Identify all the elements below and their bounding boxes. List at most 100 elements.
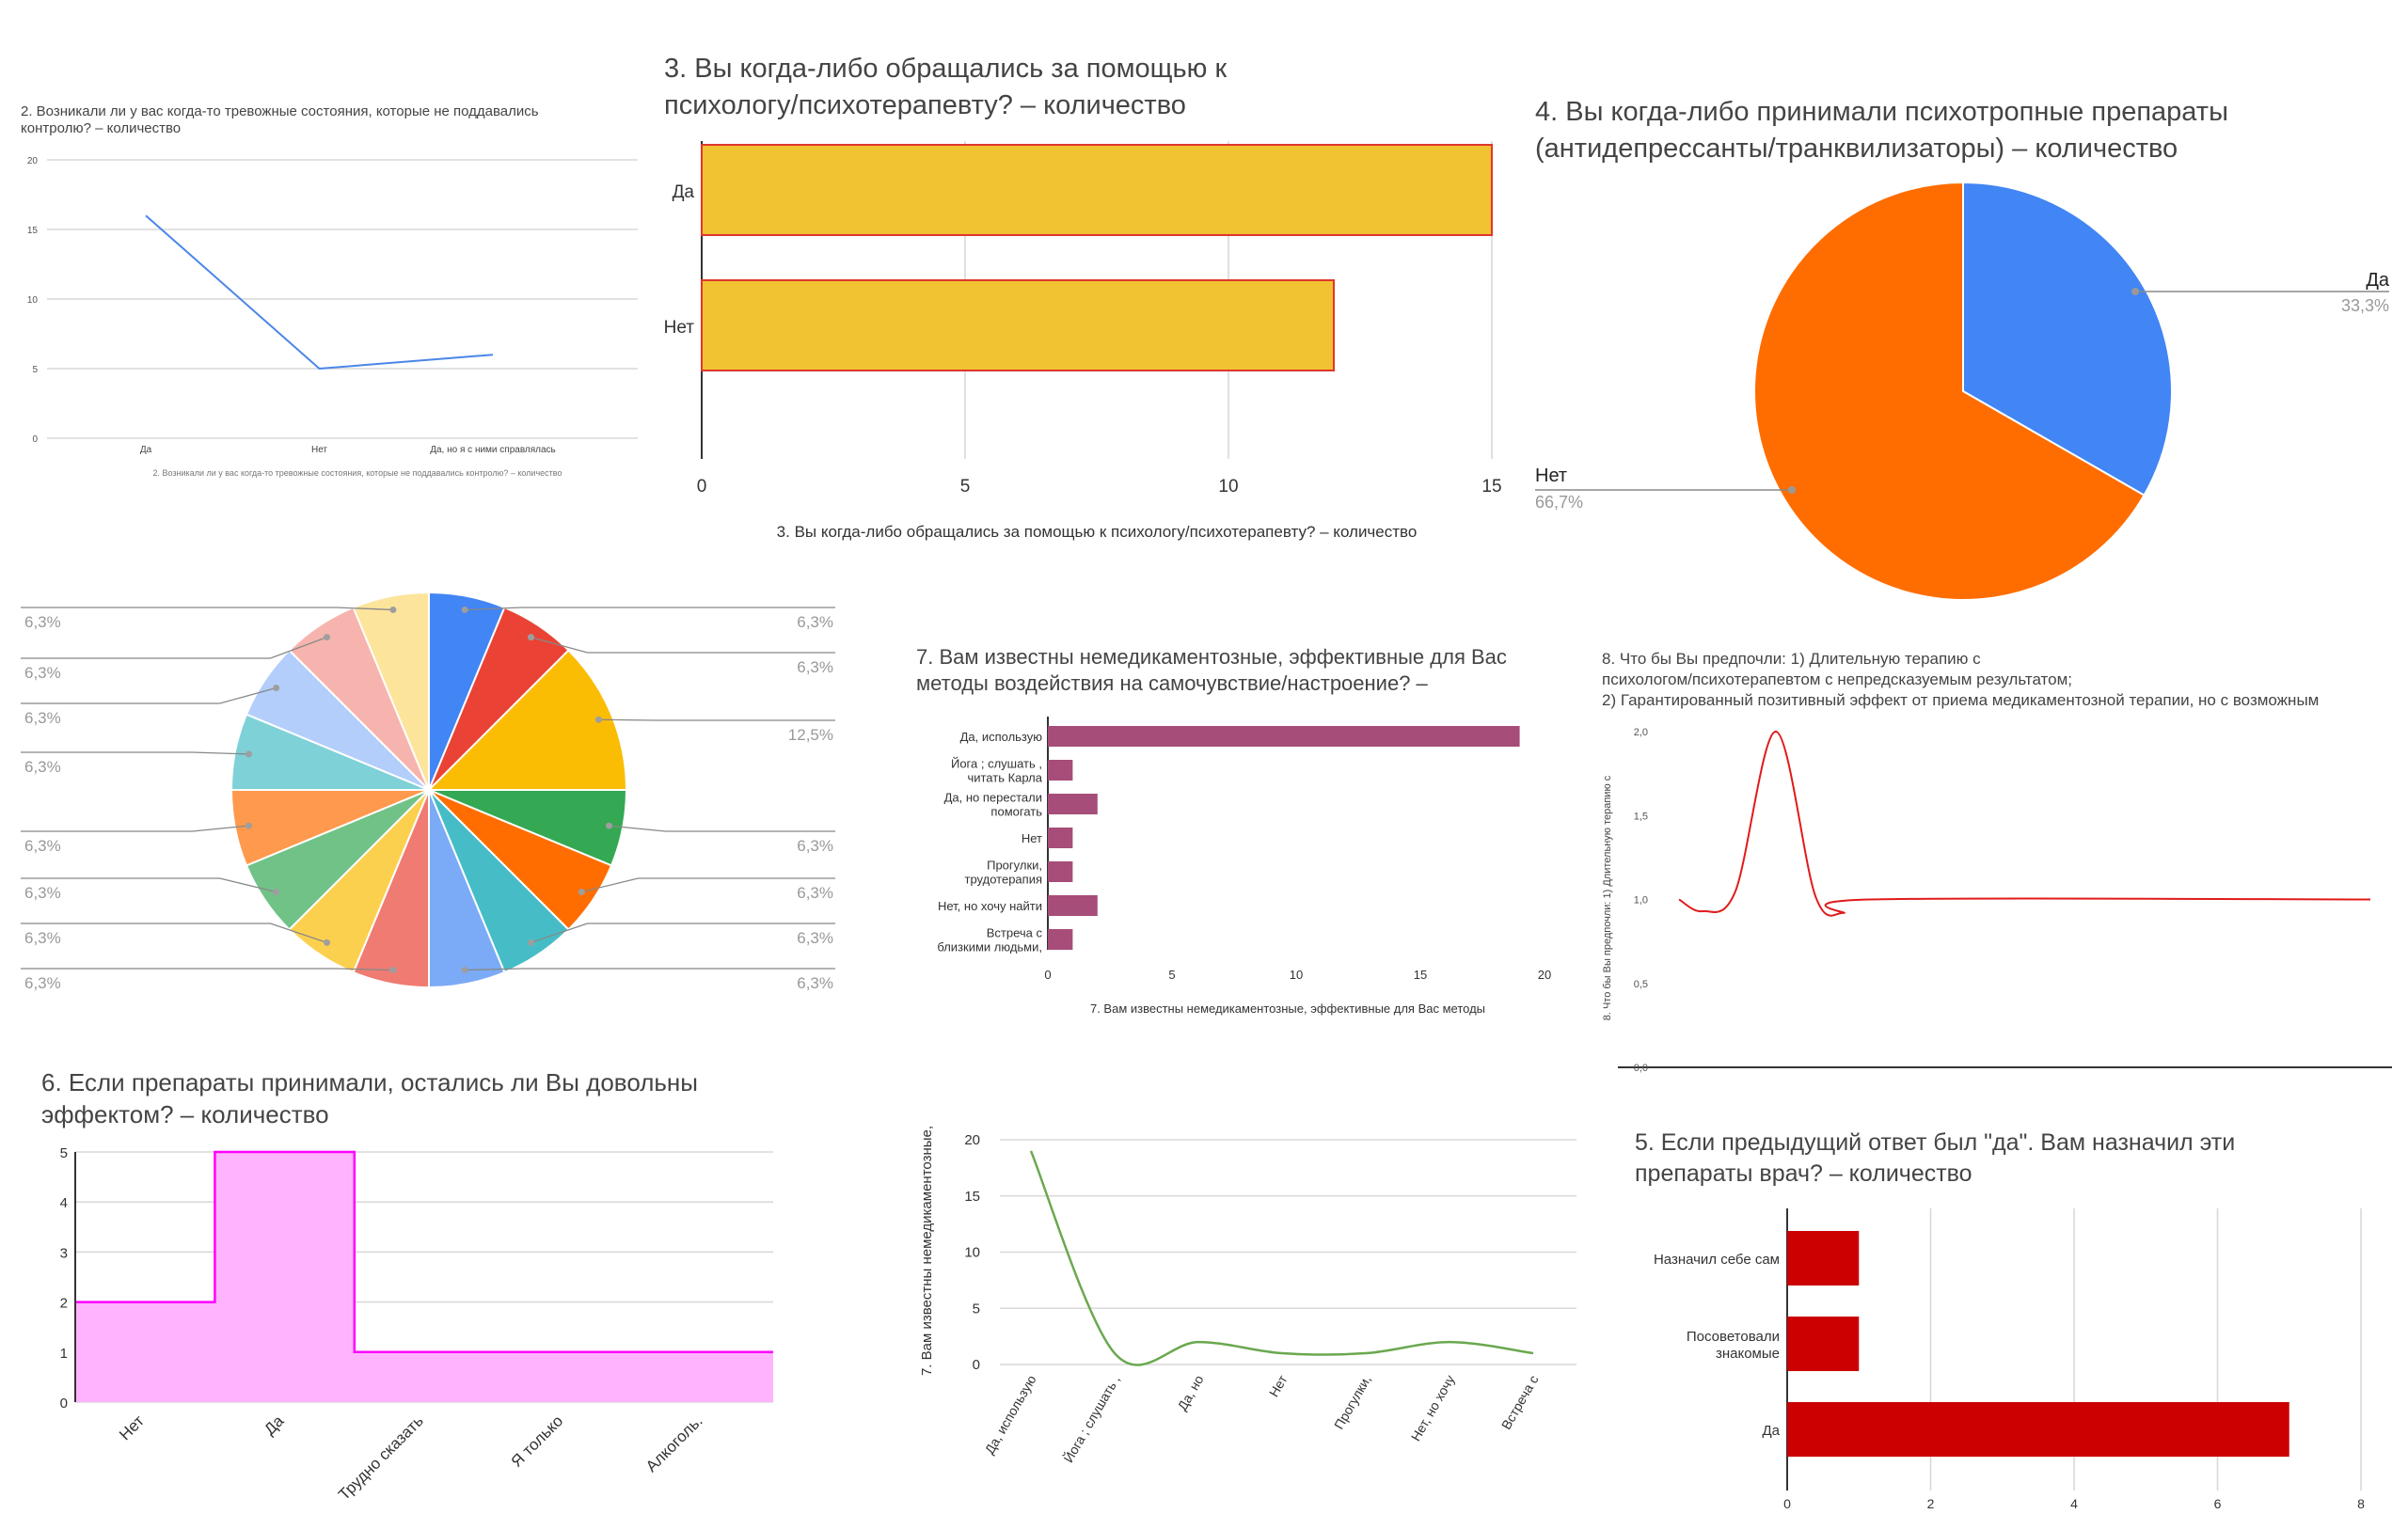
pie16-leader-dot [273, 889, 280, 896]
pie16-leader-line [21, 686, 277, 704]
chart7bar-y-tick-label: близкими людьми, [937, 940, 1042, 954]
chart2-title-line: 2. Возникали ли у вас когда-то тревожные… [21, 103, 539, 119]
pie16-slice-pct: 6,3% [797, 884, 833, 902]
chart2-y-tick-label: 5 [32, 365, 38, 375]
chart7bar-y-tick-label: Да, но перестали [944, 791, 1042, 805]
pie16-leader-dot [323, 634, 330, 641]
chart7bar-bar [1048, 760, 1073, 781]
chart2-series-line [145, 214, 494, 371]
chart7line-x-tick-label: Да, но [1174, 1372, 1206, 1412]
chart4-pie-slice [1962, 181, 2173, 497]
chart4-pie-slice [1753, 181, 2146, 601]
chart2-title-line: контролю? – количество [21, 120, 181, 136]
chart8-series-line [1678, 730, 2371, 917]
chart7line-x-tick-label: Нет, но хочу [1408, 1373, 1458, 1444]
pie16-leader-line [21, 637, 327, 659]
chart3-x-axis-title: 3. Вы когда-либо обращались за помощью к… [777, 523, 1418, 541]
chart2-x-tick-label: Да, но я с ними справлялась [430, 445, 556, 455]
chart2-x-tick-label: Нет [311, 445, 327, 455]
chart7bar-title-line: методы воздействия на самочувствие/настр… [916, 671, 1429, 695]
pie16-leader-line [465, 607, 835, 611]
chart7bar-y-tick-label: трудотерапия [965, 873, 1042, 887]
chart7bar-bar [1048, 929, 1073, 950]
chart4-title-line: (антидепрессанты/транквилизаторы) – коли… [1535, 134, 2178, 164]
chart6-y-tick-label: 2 [60, 1296, 68, 1312]
chart2-x-tick-label: Да [140, 445, 152, 455]
chart7bar-y-tick-label: Да, использую [960, 730, 1043, 744]
chart7line-y-tick-label: 5 [973, 1301, 980, 1317]
chart6-x-tick-label: Нет [116, 1412, 148, 1443]
pie16-leader-dot [461, 606, 468, 613]
pie16-slice-pct: 6,3% [24, 884, 61, 902]
chart8-y-axis-title: 8. Что бы Вы предпочли: 1) Длительную те… [1602, 775, 1613, 1020]
pie16-leader-line [21, 923, 327, 944]
chart2-y-tick-label: 20 [27, 156, 39, 166]
chart7bar-x-tick-label: 10 [1290, 968, 1303, 982]
pie16-slice [352, 591, 430, 791]
pie16-leader-line [21, 877, 277, 893]
chart7line-x-tick-label: Встреча с [1498, 1373, 1542, 1432]
chart5-title-line: 5. Если предыдущий ответ был "да". Вам н… [1635, 1129, 2235, 1156]
chart4-slice-label: Нет [1535, 465, 1567, 486]
chart5-x-tick-label: 2 [1927, 1496, 1935, 1511]
chart7bar-y-tick-label: читать Карла [967, 771, 1042, 785]
chart3-title-line: 3. Вы когда-либо обращались за помощью к [664, 54, 1227, 84]
chart6-series-line [75, 1150, 773, 1354]
pie16-leader-dot [461, 967, 468, 974]
chart4-leader-dot [1788, 486, 1796, 494]
pie16-slice-pct: 6,3% [24, 709, 61, 727]
pie16-leader-line [609, 825, 835, 832]
chart6-title-line: 6. Если препараты принимали, остались ли… [41, 1068, 698, 1096]
pie16-leader-line [21, 968, 393, 971]
chart7bar-x-tick-label: 15 [1414, 968, 1427, 982]
chart3-bar [701, 144, 1493, 236]
pie16-leader-line [531, 636, 835, 654]
pie16-slice-pct: 6,3% [797, 613, 833, 631]
chart6-x-tick-label: Да [261, 1412, 288, 1439]
chart3-title-line: психологу/психотерапевту? – количество [664, 90, 1186, 120]
pie16-slice-pct: 12,5% [788, 726, 833, 744]
pie16-slice-pct: 6,3% [24, 974, 61, 992]
chart6-y-tick-label: 1 [60, 1346, 68, 1362]
chart4-slice-pct: 33,3% [2341, 296, 2389, 315]
chart7bar-y-tick-label: помогать [990, 805, 1042, 819]
chart8-y-tick-label: 1,5 [1634, 811, 1648, 822]
pie16-slice-pct: 6,3% [24, 837, 61, 855]
pie16-slice-pct: 6,3% [24, 613, 61, 631]
pie16-leader-dot [273, 684, 280, 691]
chart7bar-y-tick-label: Нет, но хочу найти [938, 899, 1042, 913]
pie16-slice-pct: 6,3% [797, 658, 833, 676]
chart7line-series-line [1029, 1150, 1534, 1366]
chart8-title-line: 8. Что бы Вы предпочли: 1) Длительную те… [1602, 650, 1981, 668]
chart7bar-x-tick-label: 5 [1168, 968, 1175, 982]
chart3-x-tick-label: 5 [960, 477, 971, 497]
chart7line-x-tick-label: Да, использую [982, 1373, 1039, 1458]
chart2-y-tick-label: 15 [27, 226, 39, 236]
chart3-x-tick-label: 0 [697, 477, 707, 497]
chart7bar-y-tick-label: Йога ; слушать , [951, 757, 1042, 771]
pie16-leader-line [21, 825, 249, 832]
chart5-x-tick-label: 6 [2214, 1496, 2222, 1511]
pie16-slice [426, 649, 628, 791]
pie16-slice-pct: 6,3% [24, 929, 61, 947]
chart6-title-line: эффектом? – количество [41, 1100, 329, 1128]
chart5-bar [1787, 1231, 1860, 1286]
chart7bar-bar [1048, 895, 1098, 916]
pie16-leader-line [598, 718, 835, 721]
chart5-x-tick-label: 4 [2070, 1496, 2078, 1511]
pie16-leader-dot [389, 967, 397, 974]
pie16-slice-pct: 6,3% [797, 974, 833, 992]
chart4-slice-label: Да [2366, 270, 2390, 291]
pie16-leader-dot [323, 939, 330, 946]
pie16-leader-dot [245, 822, 252, 829]
chart7bar-y-tick-label: Прогулки, [987, 859, 1042, 873]
pie16-leader-line [21, 607, 393, 611]
pie16-slice-pct: 6,3% [24, 664, 61, 682]
chart3-x-tick-label: 15 [1481, 477, 1501, 497]
chart8-y-tick-label: 0,0 [1634, 1063, 1648, 1074]
chart8-y-tick-label: 1,0 [1634, 895, 1648, 907]
chart7line-y-tick-label: 20 [964, 1132, 980, 1148]
chart6-x-tick-label: Алкоголь. [642, 1412, 706, 1475]
chart4-slice-pct: 66,7% [1535, 493, 1583, 512]
